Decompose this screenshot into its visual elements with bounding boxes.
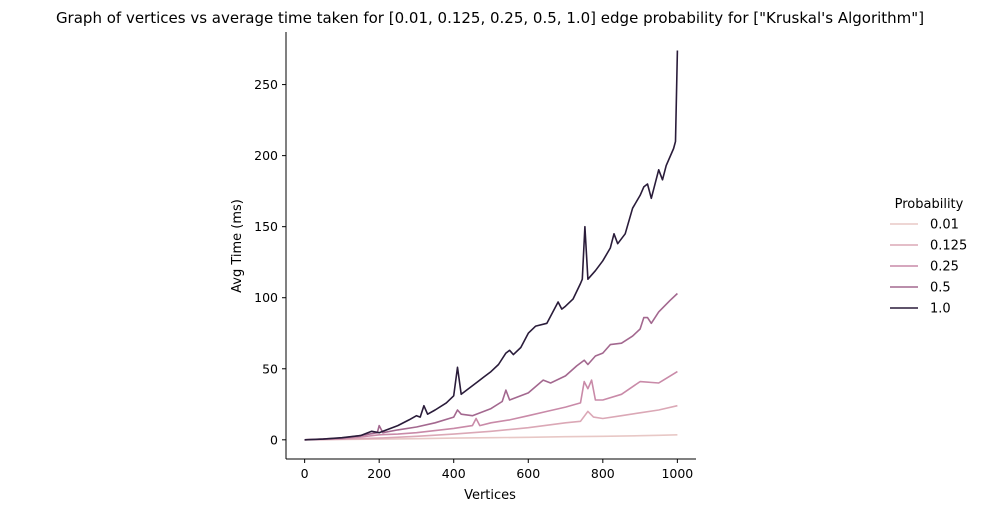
series-line-0-5 xyxy=(304,292,678,441)
y-tick-label: 50 xyxy=(262,361,278,376)
y-tick-label: 200 xyxy=(254,148,278,163)
x-tick-label: 1000 xyxy=(661,466,693,481)
legend-entry-label: 0.25 xyxy=(930,260,959,275)
x-tick-label: 400 xyxy=(442,466,466,481)
legend-title: Probability xyxy=(895,197,964,212)
legend: Probability 0.01 0.125 0.25 0.5 1.0 xyxy=(890,197,967,317)
y-tick-label: 250 xyxy=(254,77,278,92)
axes: 0 200 400 600 800 1000 0 50 100 150 200 250 xyxy=(254,32,696,481)
y-tick-label: 0 xyxy=(270,432,278,447)
series-line-0-25 xyxy=(304,370,678,441)
legend-entry-label: 0.5 xyxy=(930,281,951,296)
series-line-1-0 xyxy=(304,50,679,441)
legend-entry-label: 0.125 xyxy=(930,239,967,254)
x-tick-label: 600 xyxy=(516,466,540,481)
y-tick-label: 100 xyxy=(254,290,278,305)
x-tick-label: 0 xyxy=(301,466,309,481)
series-line-0-125 xyxy=(304,404,678,441)
series-line-0-01 xyxy=(304,434,678,441)
x-tick-label: 200 xyxy=(367,466,391,481)
legend-entry-label: 1.0 xyxy=(930,302,951,317)
x-tick-label: 800 xyxy=(591,466,615,481)
legend-entry-label: 0.01 xyxy=(930,218,959,233)
y-tick-label: 150 xyxy=(254,219,278,234)
y-axis-label: Avg Time (ms) xyxy=(230,199,245,293)
series-lines xyxy=(304,50,679,441)
chart-title: Graph of vertices vs average time taken … xyxy=(56,9,924,27)
x-axis-label: Vertices xyxy=(464,488,516,503)
